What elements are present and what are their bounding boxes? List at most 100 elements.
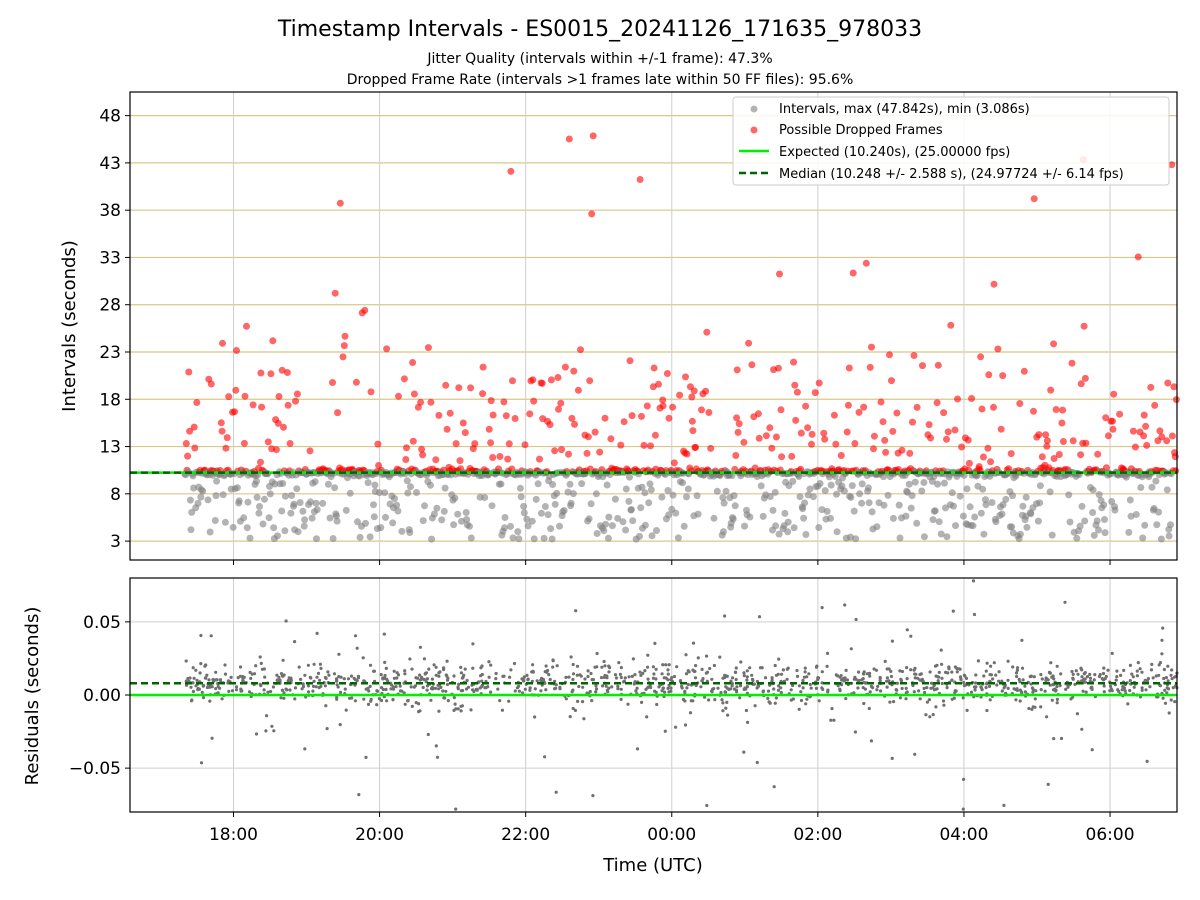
residual-point [803, 670, 807, 674]
dropped-frame-point [223, 434, 231, 442]
residual-point [905, 628, 909, 632]
residual-point [900, 686, 904, 691]
residual-point [1055, 685, 1059, 689]
interval-point [729, 515, 737, 523]
dropped-frame-point [851, 440, 859, 447]
interval-point [884, 491, 892, 499]
residual-point [489, 690, 493, 694]
residual-point [569, 655, 573, 659]
residual-point [889, 674, 894, 679]
dropped-frame-point [565, 135, 573, 143]
dropped-frame-point [467, 384, 475, 392]
dropped-frame-point [191, 444, 199, 452]
residual-point [935, 687, 939, 691]
interval-point [293, 485, 301, 493]
residual-point [254, 732, 259, 736]
residual-point [774, 673, 779, 677]
interval-point [1090, 531, 1098, 539]
residual-point [945, 686, 949, 690]
dropped-frame-point [643, 402, 651, 410]
interval-point [376, 489, 383, 497]
dropped-frame-point [811, 389, 819, 397]
residual-point [963, 674, 967, 678]
residual-point [878, 676, 882, 680]
dropped-frame-point [222, 444, 230, 452]
interval-point [959, 512, 967, 520]
interval-point [463, 516, 471, 523]
residual-point [1132, 685, 1136, 689]
residual-point [287, 678, 291, 682]
residual-point [1097, 674, 1102, 679]
residual-point [622, 680, 626, 684]
dropped-frame-point [1016, 400, 1024, 407]
residual-point [734, 666, 738, 670]
dropped-frame-point [881, 436, 889, 444]
dropped-frame-point [561, 363, 569, 371]
residual-point [937, 670, 941, 675]
legend-intervals-label: Intervals, max (47.842s), min (3.086s) [779, 102, 1030, 117]
residual-point [840, 678, 844, 682]
interval-point [963, 485, 971, 493]
residual-point [403, 669, 407, 673]
interval-point [370, 513, 378, 521]
residual-point [459, 704, 463, 708]
interval-point [560, 507, 568, 514]
residual-point [950, 697, 954, 701]
residual-point [772, 785, 776, 789]
residual-point [426, 732, 430, 737]
interval-point [364, 479, 372, 487]
residual-point [396, 673, 401, 677]
dropped-frame-point [910, 352, 918, 359]
residual-point [913, 676, 917, 680]
residual-point [410, 704, 414, 709]
residual-point [1015, 674, 1019, 679]
residuals-y-ticks: −0.05 0.00 0.05 [69, 613, 130, 779]
interval-point [204, 496, 212, 504]
interval-point [935, 518, 943, 526]
interval-point [532, 495, 540, 503]
interval-point [865, 499, 873, 507]
residual-point [721, 709, 725, 713]
residual-point [230, 689, 235, 693]
dropped-frame-point [766, 424, 774, 432]
residual-point [919, 672, 923, 676]
residual-point [1110, 689, 1114, 693]
residual-point [1090, 748, 1094, 752]
residual-point [756, 683, 760, 688]
dropped-frame-point [1134, 253, 1142, 261]
interval-point [520, 509, 528, 517]
residual-point [195, 678, 199, 682]
dropped-frame-point [557, 399, 565, 407]
residual-point [517, 684, 521, 688]
residual-point [403, 672, 407, 676]
residual-point [208, 699, 212, 703]
dropped-frame-point [1163, 437, 1171, 445]
residual-point [694, 683, 698, 688]
residual-point [931, 713, 935, 717]
dropped-frame-point [352, 378, 360, 386]
dropped-frame-point [792, 416, 800, 424]
interval-point [746, 513, 754, 521]
residual-point [1032, 675, 1036, 679]
interval-point [913, 519, 921, 527]
interval-point [614, 514, 622, 522]
residual-point [344, 708, 348, 712]
residual-point [599, 676, 604, 680]
residual-point [1080, 727, 1084, 731]
residual-point [950, 670, 954, 674]
interval-point [243, 524, 251, 532]
residual-point [452, 674, 456, 678]
residual-point [1023, 690, 1027, 694]
residual-point [772, 687, 776, 691]
residual-point [199, 662, 203, 666]
legend-intervals-marker [750, 105, 758, 113]
interval-point [406, 529, 414, 536]
residual-point [200, 690, 204, 694]
interval-point [467, 534, 475, 542]
residual-point [1045, 715, 1049, 719]
residual-point [382, 632, 386, 636]
residual-point [350, 696, 354, 700]
interval-point [564, 488, 572, 496]
residual-point [984, 669, 988, 673]
legend: Intervals, max (47.842s), min (3.086s) P… [732, 96, 1170, 186]
